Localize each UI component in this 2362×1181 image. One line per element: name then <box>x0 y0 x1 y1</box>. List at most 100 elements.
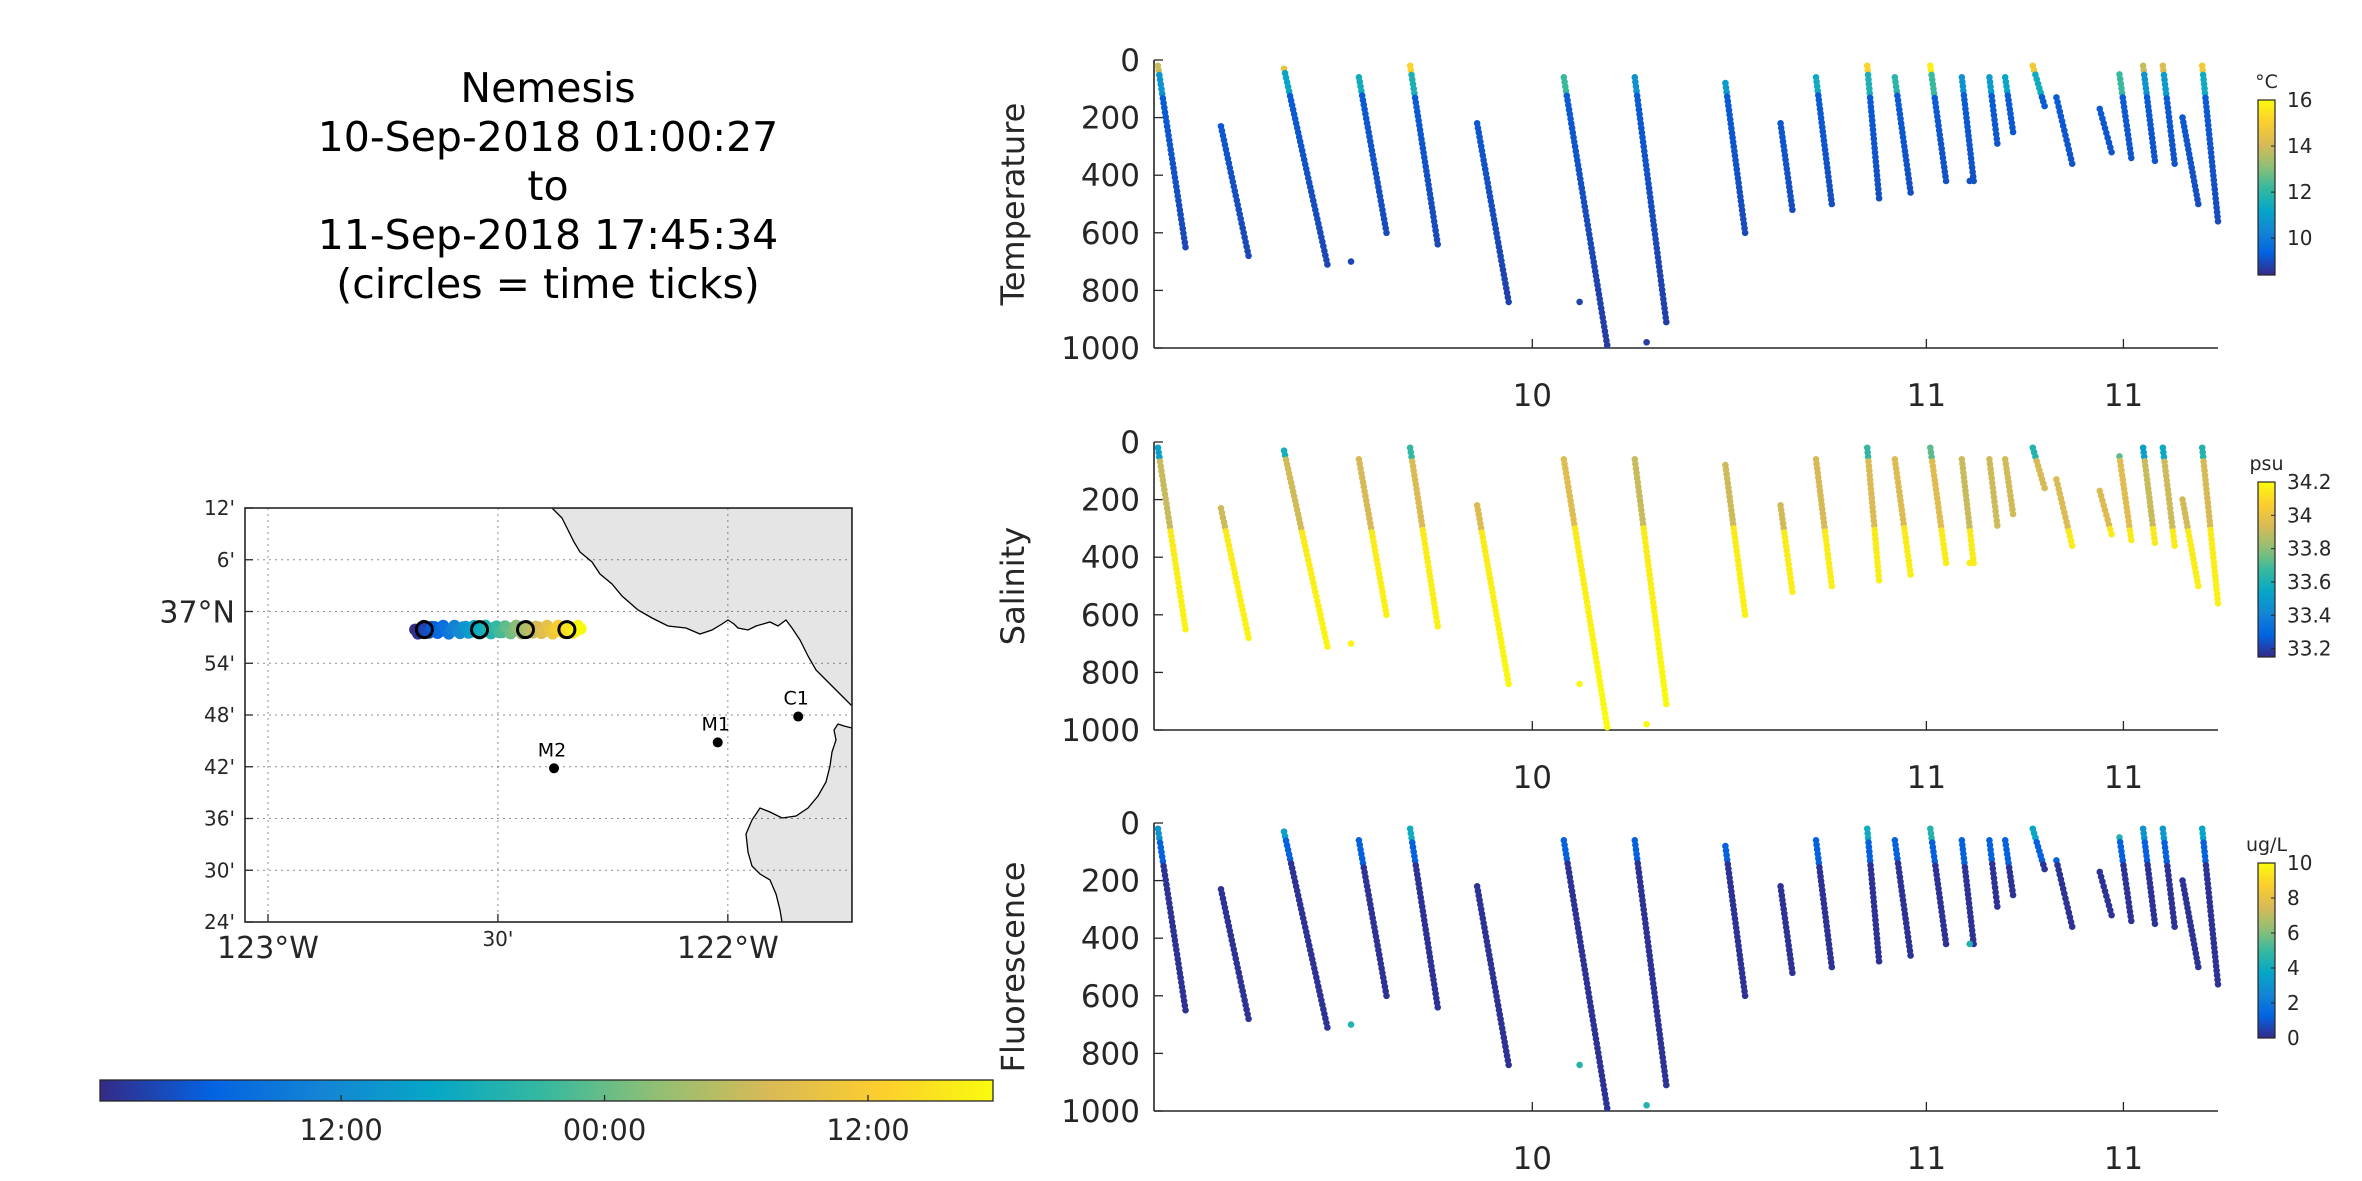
data-point <box>1182 243 1189 251</box>
panel-colorbar <box>2257 99 2276 276</box>
data-point <box>1966 177 1974 185</box>
depth-tick-label: 1000 <box>1061 331 1140 367</box>
data-point <box>2151 157 2159 165</box>
data-point <box>1662 318 1670 326</box>
panel-ylabel: Fluorescence <box>994 862 1032 1073</box>
panel-temperature: 0 200 400 600 800 1000 10 11 11 Temperature °C 16 14… <box>994 43 2312 414</box>
data-point <box>1576 298 1583 306</box>
data-point <box>1828 200 1836 208</box>
map-stations: C1 M1 M2 <box>538 688 809 774</box>
panel-colorbar-label: 14 <box>2287 134 2312 158</box>
data-point <box>2009 510 2017 518</box>
station-marker <box>793 711 804 722</box>
panel-colorbar-label: 4 <box>2287 956 2300 980</box>
panel-colorbar-label: 16 <box>2287 88 2312 112</box>
data-point <box>1383 229 1390 237</box>
depth-tick-label: 200 <box>1081 864 1140 900</box>
data-point <box>2108 911 2115 919</box>
title-line-5: (circles = time ticks) <box>336 260 760 308</box>
data-point <box>2041 102 2048 110</box>
panel-colorbar-label: 12 <box>2287 180 2312 204</box>
data-point <box>2009 891 2017 899</box>
data-point <box>1576 1061 1583 1069</box>
data-point <box>1505 1061 1512 1069</box>
data-point <box>1643 338 1650 346</box>
time-tick-label: 11 <box>1907 378 1946 414</box>
panel-colorbar-label: 34.2 <box>2287 470 2332 494</box>
panel-data-points <box>1154 444 2222 731</box>
panel-colorbar <box>2257 862 2276 1039</box>
data-point <box>1662 1081 1670 1089</box>
station-label: C1 <box>784 688 809 710</box>
data-point <box>2009 128 2017 136</box>
chart-title: Nemesis 10-Sep-2018 01:00:27 to 11-Sep-2… <box>248 64 848 309</box>
data-point <box>1434 623 1442 630</box>
panel-colorbar <box>2257 481 2276 658</box>
data-point <box>1789 969 1796 977</box>
station-label: M1 <box>701 713 729 735</box>
time-colorbar-gradient <box>99 1079 994 1102</box>
title-line-1: Nemesis <box>460 64 636 112</box>
data-point <box>1576 680 1583 688</box>
data-point <box>2214 599 2222 607</box>
panel-colorbar-label: 33.2 <box>2287 637 2332 661</box>
data-point <box>1643 720 1650 728</box>
panel-colorbar-label: 33.8 <box>2287 537 2332 561</box>
time-tick-circle <box>557 620 577 640</box>
station-label: M2 <box>538 739 566 761</box>
data-point <box>1994 903 2001 910</box>
depth-tick-label: 600 <box>1081 979 1140 1015</box>
data-point <box>1662 700 1670 708</box>
data-point <box>2194 200 2202 208</box>
time-colorbar-ticks: 12:00 00:00 12:00 <box>299 1095 910 1147</box>
panel-colorbar-unit: °C <box>2255 71 2278 93</box>
data-point <box>1789 206 1796 214</box>
data-point <box>2214 217 2222 225</box>
data-point <box>1907 189 1914 196</box>
data-point <box>2068 542 2076 549</box>
map-lon-label: 122°W <box>677 931 779 966</box>
depth-tick-label: 400 <box>1081 921 1140 957</box>
panel-colorbar-label: 10 <box>2287 851 2312 875</box>
data-point <box>1434 241 1442 248</box>
map-lat-label: 37°N <box>159 596 235 631</box>
data-point <box>1875 576 1883 584</box>
depth-tick-label: 800 <box>1081 273 1140 309</box>
depth-tick-label: 1000 <box>1061 713 1140 749</box>
time-tick-label: 11 <box>2104 760 2143 796</box>
data-point <box>1505 298 1512 306</box>
time-tick-label: 10 <box>1513 378 1552 414</box>
data-point <box>2214 980 2222 988</box>
depth-tick-label: 200 <box>1081 101 1140 137</box>
title-line-4: 11-Sep-2018 17:45:34 <box>317 211 779 259</box>
depth-tick-label: 0 <box>1120 806 1140 842</box>
depth-tick-label: 400 <box>1081 158 1140 194</box>
time-colorbar-label: 12:00 <box>826 1113 910 1147</box>
map-lat-label: 36' <box>204 807 235 831</box>
map-lat-label: 12' <box>204 496 235 520</box>
data-point <box>1603 1104 1611 1112</box>
panel-colorbar-label: 33.4 <box>2287 603 2332 627</box>
depth-tick-label: 0 <box>1120 43 1140 79</box>
depth-tick-label: 600 <box>1081 598 1140 634</box>
data-point <box>1942 940 1950 948</box>
location-map: 12' 6' 37°N 54' 48' 42' 36' 30' 24'123°W 30' 122°W… <box>159 496 853 966</box>
data-point <box>2041 484 2048 492</box>
time-tick-label: 11 <box>2104 378 2143 414</box>
data-point <box>1347 1021 1355 1028</box>
glider-track <box>409 619 587 640</box>
panel-colorbar-label: 10 <box>2287 226 2312 250</box>
data-point <box>1182 625 1189 633</box>
station-marker <box>712 737 723 748</box>
time-tick-circle <box>516 620 536 640</box>
map-grid <box>245 508 852 922</box>
time-colorbar: 12:00 00:00 12:00 <box>99 1079 994 1147</box>
data-point <box>1505 680 1512 688</box>
data-point <box>2194 963 2202 971</box>
panel-colorbar-label: 34 <box>2287 503 2312 527</box>
data-point <box>2151 539 2159 547</box>
panel-colorbar-label: 33.6 <box>2287 570 2332 594</box>
